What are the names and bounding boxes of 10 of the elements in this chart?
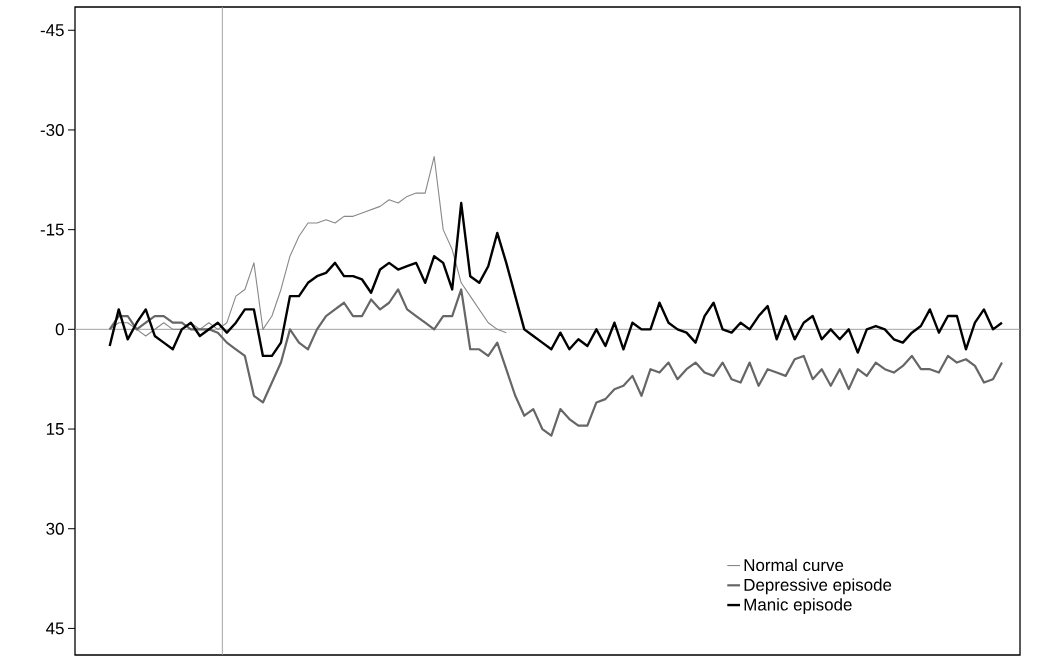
y-tick-label: -15 <box>40 223 64 236</box>
legend-label: Manic episode <box>744 598 852 614</box>
y-tick-label: 15 <box>46 423 64 435</box>
y-tick-label: 0 <box>55 323 64 336</box>
legend-label: Normal curve <box>744 558 844 572</box>
y-tick-label: -45 <box>40 24 64 37</box>
y-tick-label: 45 <box>46 622 64 635</box>
y-tick-label: 30 <box>46 522 64 535</box>
y-tick-label: -30 <box>40 123 64 136</box>
legend-label: Depressive episode <box>744 578 892 595</box>
